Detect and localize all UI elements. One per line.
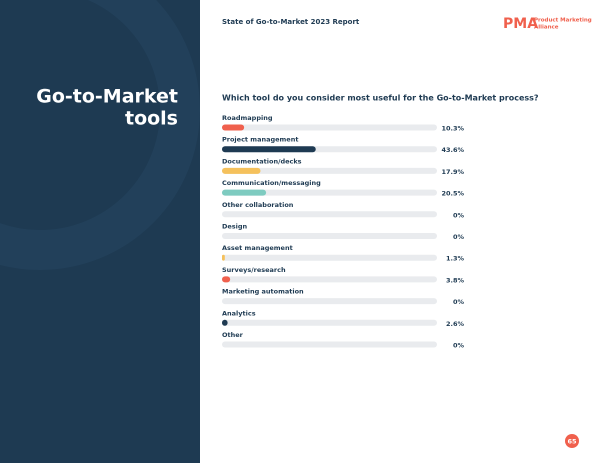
bar-track bbox=[222, 189, 437, 196]
category-label: Communication/messaging bbox=[222, 179, 321, 187]
bar bbox=[222, 167, 261, 174]
bar-track bbox=[222, 341, 437, 348]
value-label: 3.8% bbox=[446, 276, 465, 284]
category-label: Design bbox=[222, 223, 248, 231]
value-label: 43.6% bbox=[441, 146, 464, 154]
category-label: Analytics bbox=[222, 309, 256, 317]
category-label: Other bbox=[222, 331, 244, 339]
bar-track bbox=[222, 124, 437, 131]
value-label: 17.9% bbox=[441, 168, 464, 176]
bar-track bbox=[222, 276, 437, 283]
bar-track bbox=[222, 298, 437, 305]
bar-track bbox=[222, 211, 437, 218]
page-number: 65 bbox=[567, 438, 577, 446]
category-label: Documentation/decks bbox=[222, 157, 302, 165]
bar-track bbox=[222, 319, 437, 326]
page-badge bbox=[565, 434, 579, 448]
bar bbox=[222, 124, 245, 131]
bar bbox=[222, 254, 225, 261]
bar bbox=[222, 319, 228, 326]
bar bbox=[222, 276, 231, 283]
bar-track bbox=[222, 254, 437, 261]
category-label: Surveys/research bbox=[222, 266, 286, 274]
category-label: Roadmapping bbox=[222, 114, 273, 122]
value-label: 1.3% bbox=[446, 255, 465, 263]
category-label: Asset management bbox=[222, 244, 293, 252]
category-label: Marketing automation bbox=[222, 288, 304, 296]
bar-track bbox=[222, 233, 437, 239]
value-label: 2.6% bbox=[446, 320, 465, 328]
report-title: State of Go-to-Market 2023 Report bbox=[222, 18, 360, 26]
category-label: Other collaboration bbox=[222, 201, 294, 209]
value-label: 0% bbox=[453, 211, 465, 219]
brand-name: Alliance bbox=[534, 25, 559, 31]
value-label: 0% bbox=[453, 298, 465, 306]
value-label: 20.5% bbox=[441, 190, 464, 198]
category-label: Project management bbox=[222, 136, 298, 144]
bar-track bbox=[222, 167, 437, 174]
section-title: tools bbox=[125, 108, 178, 130]
bar bbox=[222, 189, 267, 196]
value-label: 0% bbox=[453, 342, 465, 350]
decor bbox=[0, 0, 200, 270]
brand-name: Product Marketing bbox=[534, 18, 592, 24]
value-label: 10.3% bbox=[441, 125, 464, 133]
bar bbox=[222, 146, 316, 153]
section-title: Go-to-Market bbox=[36, 86, 178, 108]
value-label: 0% bbox=[453, 233, 465, 241]
chart-title: Which tool do you consider most useful f… bbox=[222, 94, 539, 103]
brand-mark: PMA bbox=[503, 16, 538, 32]
